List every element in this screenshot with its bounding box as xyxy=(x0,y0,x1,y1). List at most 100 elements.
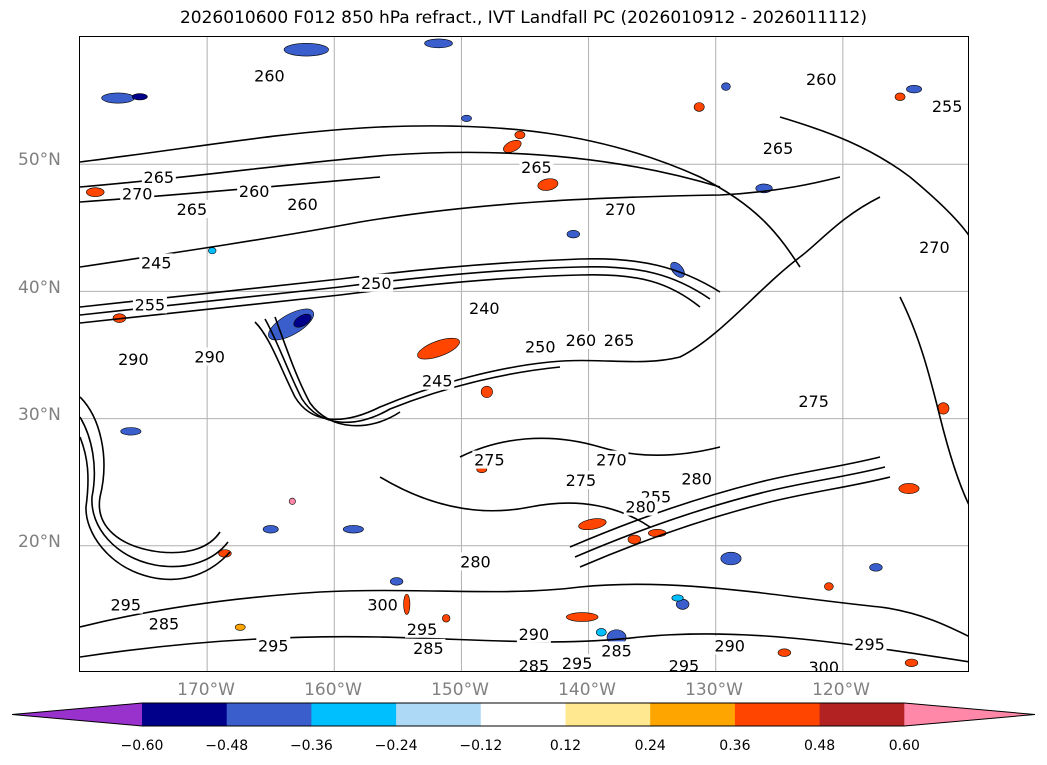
shaded-anomaly xyxy=(424,38,453,49)
contour-label-background xyxy=(594,450,629,469)
contour-label: 300 xyxy=(809,658,840,672)
contour-line xyxy=(899,296,968,505)
colorbar-segment xyxy=(819,703,905,726)
contour-line xyxy=(80,257,721,308)
contour-label-background xyxy=(930,96,965,115)
contour-label-background xyxy=(116,350,151,369)
contour-label: 265 xyxy=(144,168,175,187)
contour-label: 295 xyxy=(562,654,593,672)
colorbar-tick-label: 0.60 xyxy=(888,738,920,754)
shaded-anomaly xyxy=(514,130,526,140)
shaded-anomaly xyxy=(627,534,642,545)
shaded-anomaly xyxy=(537,178,559,191)
contour-label: 255 xyxy=(932,97,963,116)
contour-label: 260 xyxy=(566,331,597,350)
contour-label-background xyxy=(679,469,714,488)
contour-label: 265 xyxy=(177,200,208,219)
contour-line xyxy=(254,196,881,421)
shaded-anomaly xyxy=(894,92,906,101)
contour-label-background xyxy=(141,168,176,187)
contour-line xyxy=(264,318,561,424)
contour-label-background xyxy=(563,331,598,350)
lon-label-140w: 140°W xyxy=(558,680,616,700)
contour-label: 255 xyxy=(135,295,166,314)
shaded-anomaly xyxy=(503,139,522,153)
contour-line xyxy=(574,466,886,558)
shaded-anomaly xyxy=(461,114,472,122)
colorbar-segment xyxy=(142,703,228,726)
contour-line xyxy=(569,456,881,548)
contour-label: 265 xyxy=(604,331,635,350)
contour-label: 285 xyxy=(149,615,180,634)
colorbar-tick-label: 0.36 xyxy=(719,738,751,754)
contour-line xyxy=(80,436,231,581)
contour-label-background xyxy=(108,595,143,614)
contour-line xyxy=(80,151,721,188)
colorbar-segment xyxy=(734,703,821,726)
shaded-anomaly xyxy=(566,612,599,622)
shaded-anomaly xyxy=(869,563,883,572)
contour-line xyxy=(779,116,968,236)
colorbar-tick-label: −0.60 xyxy=(120,738,164,754)
shaded-anomaly xyxy=(234,623,246,631)
contour-label-background xyxy=(458,552,493,571)
contour-label-background xyxy=(174,199,209,218)
contour-label-background xyxy=(519,158,554,177)
shaded-anomaly xyxy=(101,92,135,104)
contour-label: 285 xyxy=(413,639,444,658)
map-title: 2026010600 F012 850 hPa refract., IVT La… xyxy=(179,8,867,28)
shaded-anomaly xyxy=(442,614,451,623)
shaded-anomaly xyxy=(389,577,404,586)
contour-label-background xyxy=(139,253,174,272)
colorbar-segment xyxy=(311,703,397,726)
contour-line xyxy=(80,176,381,203)
contour-label: 300 xyxy=(367,596,398,615)
shaded-anomaly xyxy=(283,43,329,57)
contour-label-background xyxy=(256,636,291,655)
shaded-anomaly xyxy=(906,85,922,94)
shaded-anomaly xyxy=(595,628,607,637)
contour-label-background xyxy=(285,194,320,213)
contour-label: 270 xyxy=(605,200,636,219)
contour-label: 295 xyxy=(669,657,700,672)
refractivity-shading xyxy=(86,38,950,667)
shaded-anomaly xyxy=(720,551,742,566)
contour-label-background xyxy=(712,636,747,655)
contour-label: 285 xyxy=(601,641,632,660)
colorbar-outline xyxy=(11,702,1036,727)
contour-label-background xyxy=(806,657,841,671)
lon-label-120w: 120°W xyxy=(812,680,870,700)
contour-label: 270 xyxy=(919,238,950,257)
map-panel[interactable]: 265 270 265 260 260 245 255 250 240 250 260 265 245 2… xyxy=(79,36,969,672)
contour-label: 260 xyxy=(287,195,318,214)
contour-label: 290 xyxy=(118,350,149,369)
contour-label: 250 xyxy=(525,337,556,356)
contour-label: 250 xyxy=(361,274,392,293)
contour-label: 290 xyxy=(714,636,745,655)
contour-label: 295 xyxy=(258,636,289,655)
contour-label-background xyxy=(132,295,167,314)
shaded-anomaly xyxy=(288,497,296,505)
contour-label-background xyxy=(623,497,658,516)
contour-label: 260 xyxy=(806,70,837,89)
contour-label-background xyxy=(359,273,394,292)
shaded-anomaly xyxy=(86,187,105,197)
colorbar-tick-label: −0.48 xyxy=(205,738,249,754)
lon-label-160w: 160°W xyxy=(304,680,362,700)
shaded-anomaly xyxy=(403,593,411,615)
contour-label-background xyxy=(472,450,507,469)
contour-line xyxy=(379,476,651,528)
contour-label: 275 xyxy=(798,392,829,411)
contour-label-background xyxy=(603,199,638,218)
contour-line xyxy=(80,265,711,316)
contour-label-background xyxy=(804,70,839,89)
contour-label-background xyxy=(852,635,887,654)
contour-label: 265 xyxy=(763,139,794,158)
contour-lines xyxy=(80,116,968,663)
contour-label-background xyxy=(563,470,598,489)
shaded-anomaly xyxy=(342,525,364,534)
contour-label-background xyxy=(666,656,701,671)
shaded-anomaly xyxy=(566,230,580,239)
contour-label: 245 xyxy=(141,253,172,272)
